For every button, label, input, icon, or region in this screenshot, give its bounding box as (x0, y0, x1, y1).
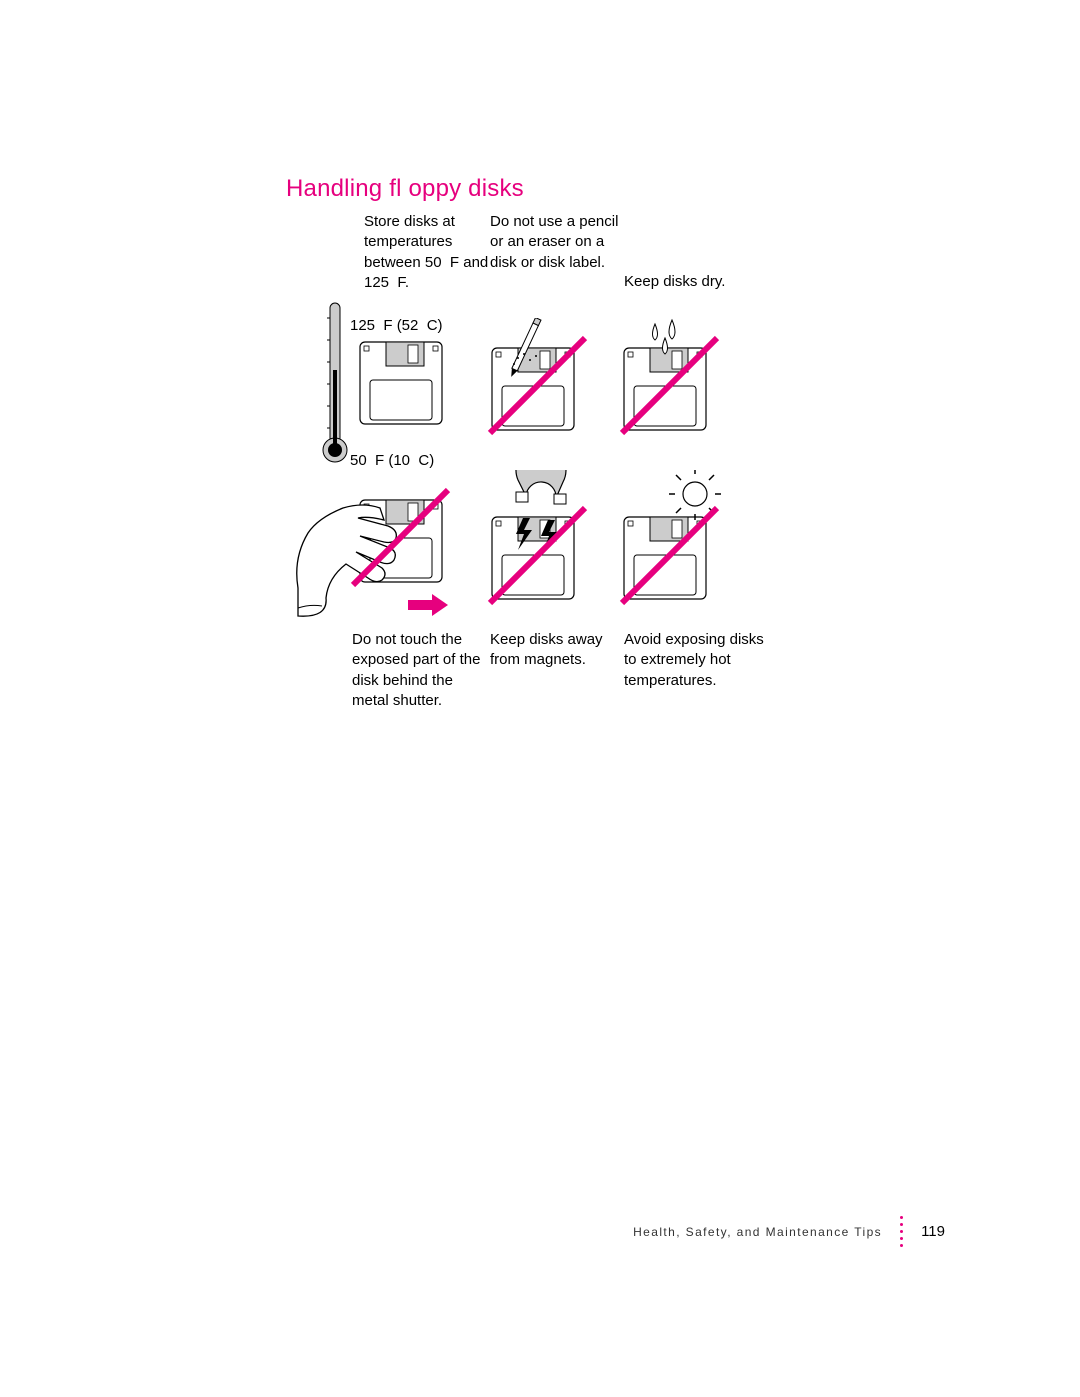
caption-heat: Avoid exposing disks to extremely hot te… (624, 630, 764, 691)
section-heading: Handling fl oppy disks (286, 175, 524, 203)
footer-dots-icon (900, 1216, 903, 1247)
footer-section: Health, Safety, and Maintenance Tips (633, 1225, 882, 1239)
page: Handling fl oppy disks Store disks at te… (0, 0, 1080, 1397)
tile-no-touch (288, 478, 468, 638)
thermometer-icon (322, 300, 348, 470)
page-number: 119 (921, 1223, 945, 1240)
page-footer: Health, Safety, and Maintenance Tips 119 (633, 1216, 945, 1247)
temp-high-label: 125 F (52 C) (350, 317, 443, 334)
caption-store-temp: Store disks at temperatures between 50 F… (364, 212, 494, 293)
arrow-icon (408, 594, 448, 616)
tile-magnets (478, 470, 598, 610)
caption-magnets: Keep disks away from magnets. (490, 630, 620, 671)
tile-no-pencil (478, 318, 598, 438)
tile-keep-dry (610, 318, 730, 438)
tile-store-temp (358, 340, 453, 435)
caption-keep-dry: Keep disks dry. (624, 272, 754, 292)
temp-low-label: 50 F (10 C) (350, 452, 434, 469)
tile-heat (610, 470, 730, 610)
caption-no-touch: Do not touch the exposed part of the dis… (352, 630, 492, 711)
caption-no-pencil: Do not use a pencil or an eraser on a di… (490, 212, 620, 273)
